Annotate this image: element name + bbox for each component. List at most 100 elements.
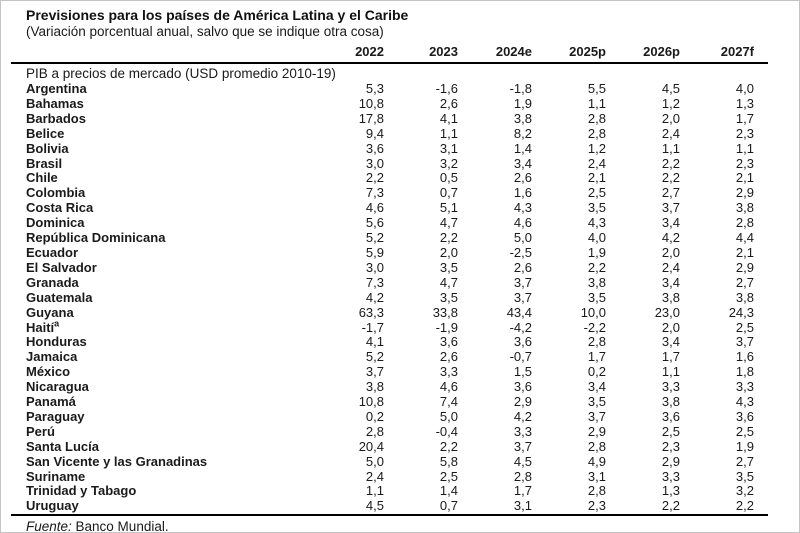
cell-value: 2,3 <box>735 125 754 141</box>
cell-value: 2,0 <box>661 319 680 335</box>
table-row: Perú 2,8 -0,4 3,3 2,9 2,5 2,5 <box>11 423 768 440</box>
source-line: Fuente: Banco Mundial. <box>26 519 799 532</box>
cell-value: 0,7 <box>439 185 458 201</box>
cell-value: 1,7 <box>513 483 532 499</box>
page-title: Previsiones para los países de América L… <box>26 7 409 23</box>
cell-value: 3,1 <box>587 468 606 484</box>
cell-value: 1,4 <box>513 140 532 156</box>
table-row: Granada 7,3 4,7 3,7 3,8 3,4 2,7 <box>11 274 768 291</box>
cell-value: 1,4 <box>439 483 458 499</box>
cell-value: 2,5 <box>587 185 606 201</box>
cell-value: 2,4 <box>587 155 606 171</box>
cell-value: 3,0 <box>365 155 384 171</box>
cell-value: 2,6 <box>439 95 458 111</box>
cell-value: 3,6 <box>365 140 384 156</box>
cell-value: 2,9 <box>735 185 754 201</box>
cell-country: Perú <box>26 423 55 439</box>
cell-value: 1,5 <box>513 364 532 380</box>
cell-country: El Salvador <box>26 259 97 275</box>
cell-value: 5,0 <box>513 230 532 246</box>
cell-value: 1,1 <box>365 483 384 499</box>
cell-value: 5,2 <box>365 349 384 365</box>
cell-value: -1,8 <box>509 81 532 96</box>
cell-value: 4,1 <box>439 110 458 126</box>
cell-value: 3,8 <box>365 379 384 395</box>
cell-value: 2,5 <box>439 468 458 484</box>
section-body: PIB a precios de mercado (USD promedio 2… <box>11 63 768 82</box>
cell-value: 43,4 <box>506 304 532 320</box>
cell-value: 1,7 <box>735 110 754 126</box>
cell-country: Haitía <box>26 318 60 335</box>
cell-value: -4,2 <box>509 319 532 335</box>
cell-country: Belice <box>26 125 65 141</box>
cell-value: 2,0 <box>439 244 458 260</box>
cell-value: 2,2 <box>620 498 694 517</box>
cell-value: 9,4 <box>365 125 384 141</box>
cell-value: 0,2 <box>365 408 384 424</box>
cell-value: 3,5 <box>439 289 458 305</box>
cell-country: Brasil <box>26 155 63 171</box>
cell-value: 2,9 <box>513 394 532 410</box>
cell-value: 4,7 <box>439 215 458 231</box>
cell-value: 2,0 <box>661 110 680 126</box>
cell-value: 2,1 <box>735 170 754 186</box>
cell-value: 2,9 <box>661 453 680 469</box>
cell-value: 4,6 <box>365 200 384 216</box>
table-row: Paraguay 0,2 5,0 4,2 3,7 3,6 3,6 <box>11 408 768 425</box>
header-year-2025p: 2025p <box>546 43 620 64</box>
cell-value: 3,7 <box>513 274 532 290</box>
cell-value: 1,1 <box>735 140 754 156</box>
cell-value: 4,3 <box>513 200 532 216</box>
table-row: Colombia 7,3 0,7 1,6 2,5 2,7 2,9 <box>11 185 768 201</box>
cell-value: 5,5 <box>587 81 606 96</box>
cell-value: 24,3 <box>728 304 754 320</box>
cell-value: 3,5 <box>587 200 606 216</box>
cell-value: 2,5 <box>735 319 754 335</box>
section-label: PIB a precios de mercado (USD promedio 2… <box>26 66 336 81</box>
table-body: Argentina 5,3 -1,6 -1,8 5,5 4,5 4,0 Bahamas 10,8… <box>11 81 768 517</box>
cell-value: 3,8 <box>587 274 606 290</box>
cell-value: 1,8 <box>735 364 754 380</box>
cell-value: 1,9 <box>735 438 754 454</box>
table-row: El Salvador 3,0 3,5 2,6 2,2 2,4 2,9 <box>11 259 768 276</box>
cell-value: 3,7 <box>513 438 532 454</box>
cell-value: 2,4 <box>661 125 680 141</box>
cell-country: Argentina <box>26 81 87 96</box>
cell-value: 4,3 <box>587 215 606 231</box>
cell-value: 4,4 <box>735 230 754 246</box>
cell-value: 3,5 <box>735 468 754 484</box>
cell-value: 4,2 <box>365 289 384 305</box>
cell-value: 2,6 <box>513 170 532 186</box>
cell-value: 5,6 <box>365 215 384 231</box>
cell-country: Panamá <box>26 394 76 410</box>
cell-country: Granada <box>26 274 79 290</box>
cell-value: 3,4 <box>661 274 680 290</box>
table-row: Chile 2,2 0,5 2,6 2,1 2,2 2,1 <box>11 171 768 186</box>
cell-country: Nicaragua <box>26 379 89 395</box>
cell-value: 2,7 <box>661 185 680 201</box>
cell-value: 1,1 <box>661 140 680 156</box>
cell-value: 3,3 <box>661 379 680 395</box>
cell-country: Santa Lucía <box>26 438 99 454</box>
cell-value: 17,8 <box>358 110 384 126</box>
cell-value: 2,6 <box>513 259 532 275</box>
cell-value: 10,0 <box>580 304 606 320</box>
cell-value: -1,6 <box>435 81 458 96</box>
cell-value: 2,9 <box>587 423 606 439</box>
cell-value: 8,2 <box>513 125 532 141</box>
cell-country: Trinidad y Tabago <box>26 483 137 499</box>
cell-value: 3,6 <box>661 408 680 424</box>
cell-value: 1,2 <box>661 95 680 111</box>
cell-country: República Dominicana <box>26 230 166 246</box>
header-country-column <box>11 43 324 64</box>
cell-value: 3,7 <box>587 408 606 424</box>
cell-value: 3,4 <box>661 334 680 350</box>
table-row: Nicaragua 3,8 4,6 3,6 3,4 3,3 3,3 <box>11 379 768 395</box>
cell-country: Bolivia <box>26 140 69 156</box>
cell-value: 1,9 <box>513 95 532 111</box>
cell-value: 2,2 <box>694 498 768 517</box>
cell-value: 23,0 <box>654 304 680 320</box>
cell-value: 3,8 <box>661 289 680 305</box>
cell-value: 3,7 <box>661 200 680 216</box>
cell-value: 10,8 <box>358 95 384 111</box>
